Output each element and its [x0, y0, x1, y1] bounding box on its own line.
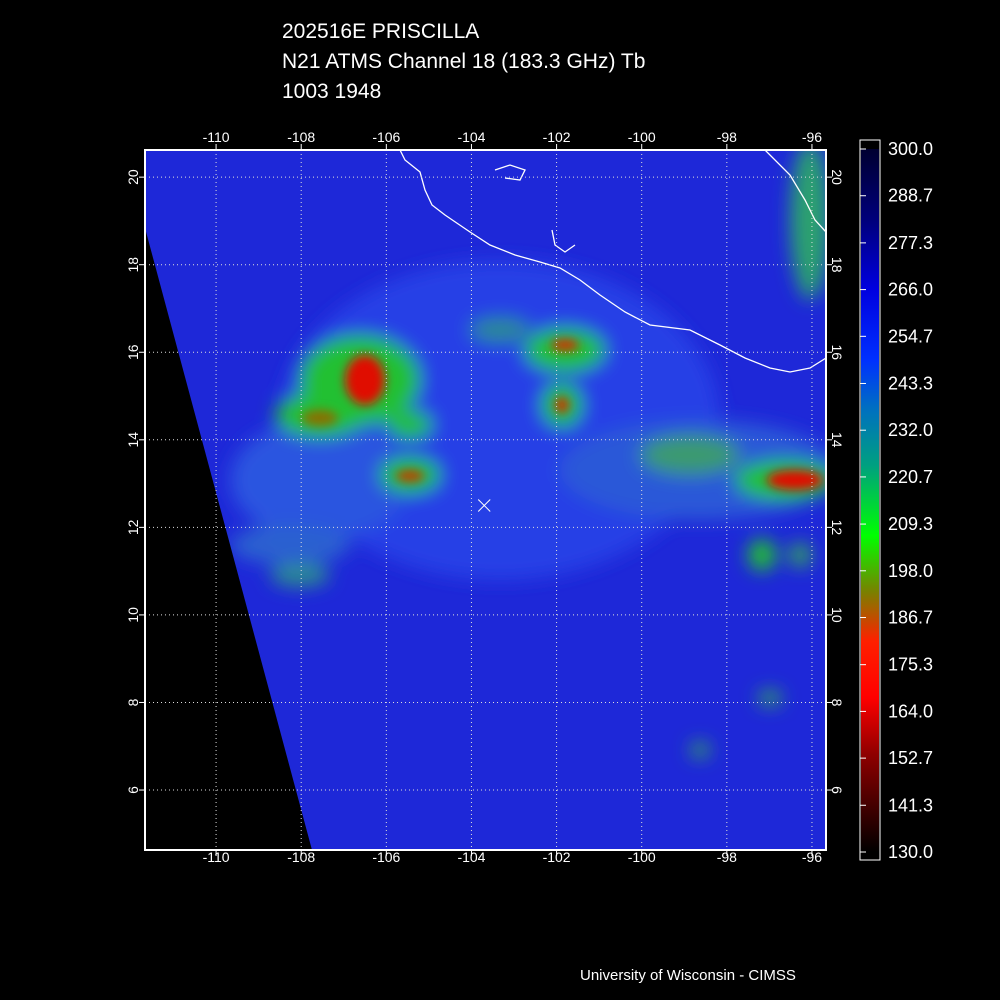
colorbar-label: 152.7 [888, 748, 933, 768]
lat-label: 6 [829, 786, 845, 794]
graticule [145, 150, 826, 850]
credit: University of Wisconsin - CIMSS [580, 967, 796, 984]
colorbar-label: 130.0 [888, 842, 933, 862]
colorbar-label: 288.7 [888, 186, 933, 206]
lat-label: 6 [125, 786, 141, 794]
colorbar-label: 186.7 [888, 608, 933, 628]
lon-label: -106 [372, 129, 400, 145]
lat-label: 12 [125, 519, 141, 535]
lat-label: 10 [125, 607, 141, 623]
colorbar-label: 232.0 [888, 420, 933, 440]
lon-label: -96 [802, 129, 822, 145]
colorbar-label: 220.7 [888, 467, 933, 487]
colorbar-label: 277.3 [888, 233, 933, 253]
colorbar-label: 254.7 [888, 326, 933, 346]
lat-label: 18 [829, 257, 845, 273]
lon-label: -102 [543, 129, 571, 145]
lat-label: 16 [829, 344, 845, 360]
lon-label: -104 [457, 129, 485, 145]
lat-label: 8 [829, 699, 845, 707]
colorbar-label: 266.0 [888, 280, 933, 300]
colorbar-label: 209.3 [888, 514, 933, 534]
lat-label: 10 [829, 607, 845, 623]
lon-label: -108 [287, 849, 315, 865]
cloud-field [230, 150, 826, 758]
colorbar-label: 164.0 [888, 701, 933, 721]
lon-label: -100 [628, 129, 656, 145]
colorbar-label: 300.0 [888, 139, 933, 159]
header-line: 202516E PRISCILLA [282, 20, 479, 43]
lon-label: -102 [543, 849, 571, 865]
header-line: 1003 1948 [282, 80, 381, 103]
lat-label: 14 [829, 432, 845, 448]
lon-label: -108 [287, 129, 315, 145]
lon-label: -104 [457, 849, 485, 865]
lon-label: -100 [628, 849, 656, 865]
lon-label: -98 [717, 849, 737, 865]
lat-label: 18 [125, 257, 141, 273]
header: 202516E PRISCILLA N21 ATMS Channel 18 (1… [282, 20, 645, 103]
lon-label: -110 [203, 129, 230, 145]
colorbar-label: 141.3 [888, 795, 933, 815]
colorbar-label: 243.3 [888, 373, 933, 393]
storm-center [477, 499, 491, 512]
lat-label: 20 [125, 169, 141, 185]
cloud-cores [302, 339, 823, 490]
lat-label: 12 [829, 520, 845, 536]
lon-label: -98 [717, 129, 737, 145]
lat-label: 16 [125, 344, 141, 360]
lon-label: -106 [372, 849, 400, 865]
map-frame [144, 149, 827, 851]
colorbar [861, 149, 879, 852]
imagery [145, 150, 826, 850]
lat-label: 14 [125, 432, 141, 448]
header-line: N21 ATMS Channel 18 (183.3 GHz) Tb [282, 50, 645, 73]
lon-label: -96 [802, 849, 822, 865]
colorbar-label: 175.3 [888, 655, 933, 675]
colorbar-label: 198.0 [888, 561, 933, 581]
lat-label: 8 [125, 698, 141, 706]
coastline [399, 150, 826, 373]
no-data-swath [145, 228, 312, 850]
lat-label: 20 [829, 169, 845, 185]
lon-label: -110 [203, 849, 230, 865]
